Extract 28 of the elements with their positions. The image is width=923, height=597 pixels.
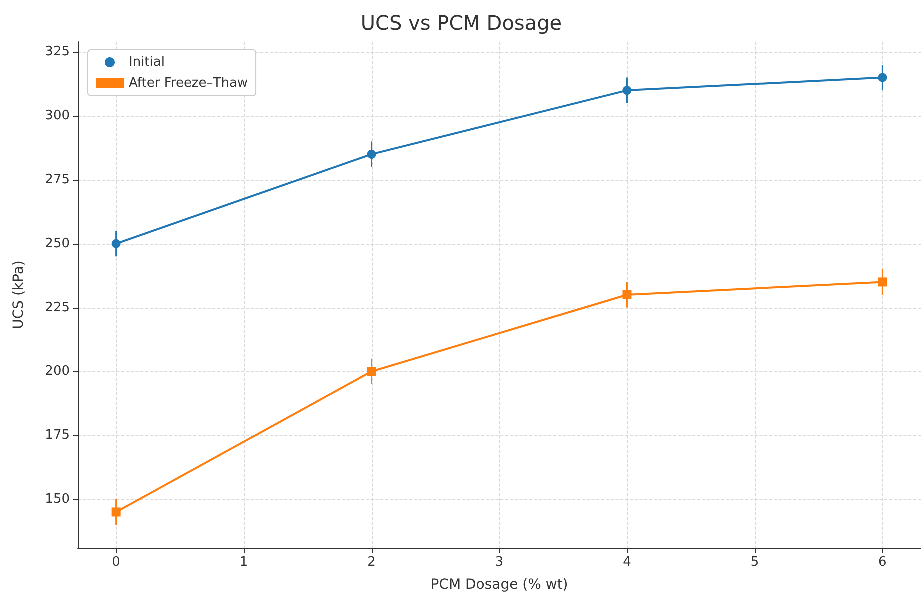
point — [367, 367, 376, 376]
y-tick-label: 200 — [45, 364, 70, 380]
point — [622, 86, 632, 96]
y-tick-label: 275 — [45, 172, 70, 188]
chart-title: UCS vs PCM Dosage — [360, 11, 562, 35]
point — [367, 150, 376, 159]
point — [878, 73, 888, 82]
x-axis-title: PCM Dosage (% wt) — [430, 577, 568, 593]
y-tick-label: 175 — [45, 428, 70, 444]
x-tick-label: 4 — [623, 555, 632, 570]
point — [622, 290, 632, 300]
point — [112, 239, 121, 248]
y-tick-label: 150 — [45, 492, 70, 507]
y-tick-label: 300 — [45, 108, 70, 124]
y-axis-title: UCS (kPa) — [11, 260, 27, 330]
x-tick-label: 2 — [368, 555, 376, 570]
x-tick-label: 1 — [240, 555, 248, 570]
y-tick-label: 250 — [45, 236, 70, 252]
x-tick-label: 5 — [750, 555, 760, 570]
y-tick-label: 325 — [45, 44, 70, 60]
x-tick-label: 3 — [495, 555, 504, 570]
point — [878, 278, 888, 287]
legend-label: After Freeze–Thaw — [129, 76, 248, 91]
x-tick-label: 6 — [878, 555, 887, 570]
legend-label: Initial — [129, 55, 165, 70]
point — [112, 508, 121, 517]
y-tick-label: 225 — [45, 300, 70, 316]
x-tick-label: 0 — [112, 555, 120, 570]
